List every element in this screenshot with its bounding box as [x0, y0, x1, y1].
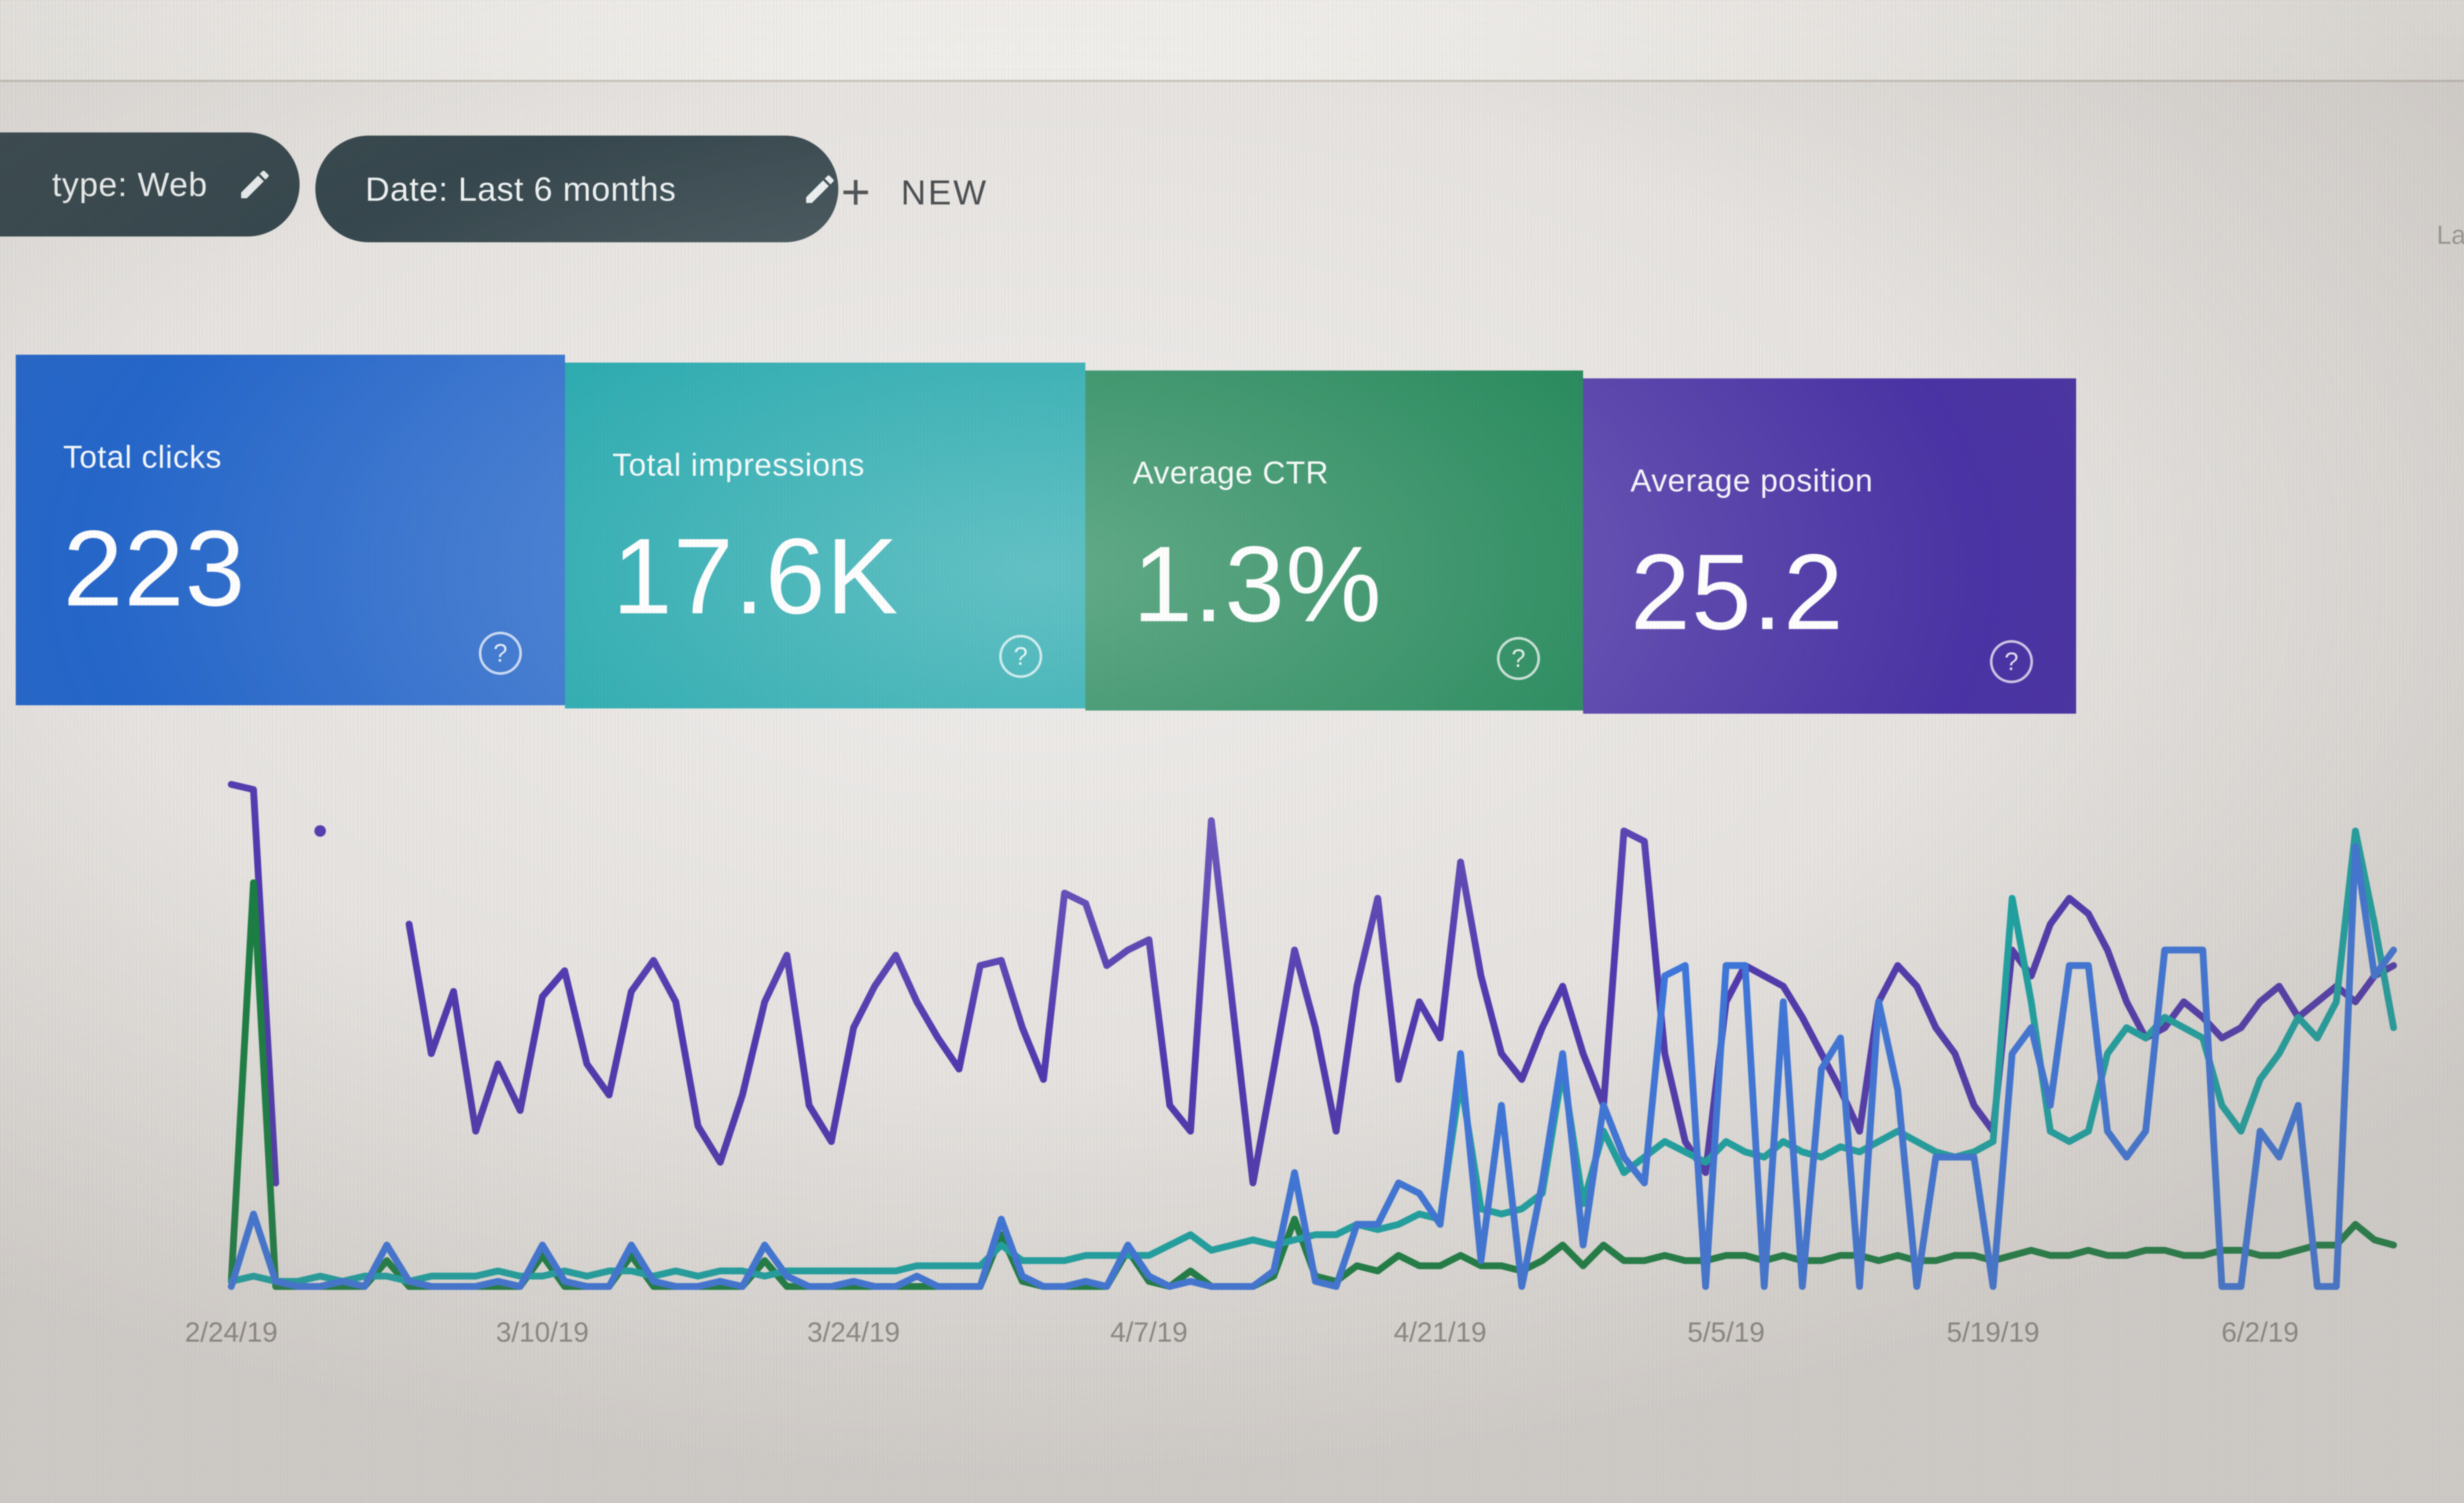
total-clicks-value: 223: [63, 508, 247, 629]
date-chip-label: Date: Last 6 months: [365, 170, 676, 208]
x-tick-2-24-19: 2/24/19: [184, 1317, 278, 1348]
x-tick-3-10-19: 3/10/19: [496, 1317, 589, 1348]
total-clicks-help-icon[interactable]: ?: [479, 632, 522, 675]
series-average-ctr-line: [228, 879, 2397, 1290]
search-type-filter-chip[interactable]: type: Web: [0, 132, 300, 236]
total-impressions-help-icon[interactable]: ?: [999, 635, 1042, 678]
average-position-help-icon[interactable]: ?: [1990, 640, 2033, 683]
series-average-position-line: [228, 781, 2397, 1187]
chart-lines-canvas: [228, 781, 2397, 1290]
edit-pencil-icon[interactable]: [802, 171, 838, 208]
performance-chart: 2/24/19 3/10/19 3/24/19 4/7/19 4/21/19 5/5/19…: [0, 730, 2464, 1393]
average-ctr-label: Average CTR: [1133, 455, 1329, 490]
average-ctr-value: 1.3%: [1133, 524, 1383, 644]
x-tick-4-7-19: 4/7/19: [1110, 1317, 1188, 1348]
total-impressions-label: Total impressions: [612, 447, 865, 482]
new-filter-button[interactable]: + NEW: [841, 158, 988, 227]
card-average-position[interactable]: Average position 25.2?: [1583, 378, 2076, 714]
x-tick-4-21-19: 4/21/19: [1393, 1317, 1487, 1348]
average-position-value: 25.2: [1630, 532, 1844, 652]
search-type-chip-label: type: Web: [52, 166, 208, 203]
top-bezel-strip: [0, 0, 2464, 82]
card-average-ctr[interactable]: Average CTR 1.3%?: [1085, 370, 1583, 711]
plus-icon: +: [841, 164, 871, 220]
card-total-clicks[interactable]: Total clicks 223?: [16, 355, 565, 705]
total-impressions-value: 17.6K: [612, 516, 899, 636]
average-position-label: Average position: [1630, 463, 1873, 498]
card-total-impressions[interactable]: Total impressions 17.6K?: [565, 363, 1085, 708]
date-range-filter-chip[interactable]: Date: Last 6 months: [315, 136, 838, 242]
x-tick-5-5-19: 5/5/19: [1687, 1317, 1765, 1348]
edit-pencil-icon[interactable]: [237, 166, 273, 203]
total-clicks-label: Total clicks: [63, 439, 222, 475]
x-tick-6-2-19: 6/2/19: [2221, 1317, 2299, 1348]
average-ctr-help-icon[interactable]: ?: [1497, 637, 1540, 680]
x-tick-5-19-19: 5/19/19: [1946, 1317, 2040, 1348]
x-tick-3-24-19: 3/24/19: [807, 1317, 900, 1348]
series-total-clicks-line: [228, 843, 2397, 1290]
new-button-label: NEW: [901, 173, 989, 212]
last-updated-partial-text: La: [2437, 220, 2464, 250]
